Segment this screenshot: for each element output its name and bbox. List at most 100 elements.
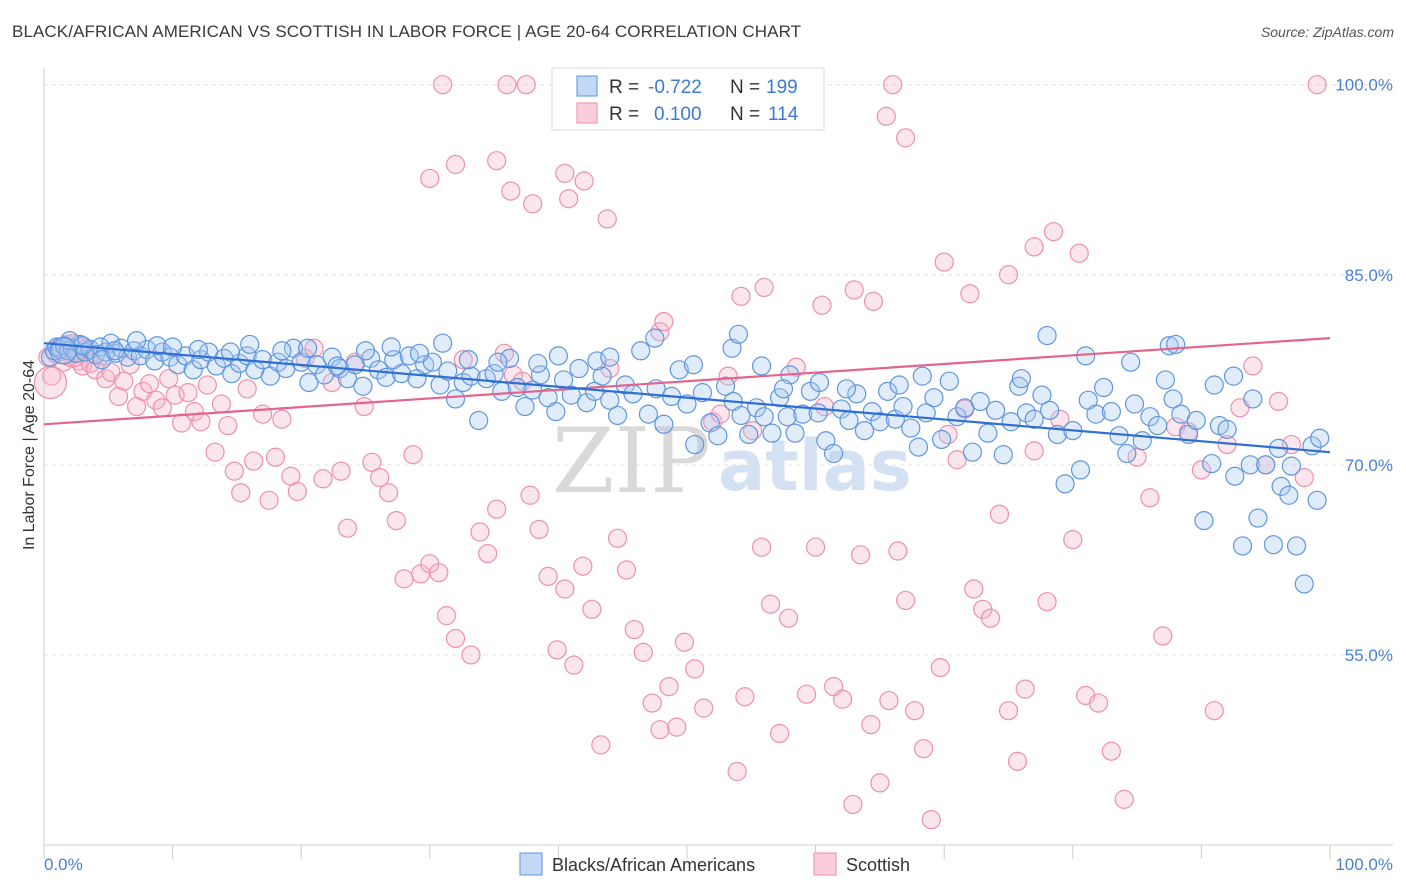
point-black bbox=[1202, 453, 1222, 474]
point-black bbox=[607, 405, 628, 426]
point-scottish bbox=[108, 386, 129, 407]
point-black bbox=[546, 402, 566, 422]
point-black bbox=[592, 366, 612, 386]
point-scottish bbox=[805, 537, 826, 557]
point-black bbox=[731, 405, 751, 426]
point-scottish bbox=[501, 181, 521, 201]
point-scottish bbox=[624, 619, 644, 640]
point-scottish bbox=[879, 690, 899, 711]
point-black bbox=[1024, 409, 1044, 429]
point-black bbox=[962, 442, 983, 462]
legend-n-label-scottish: N = bbox=[730, 104, 760, 125]
watermark-zip: ZIP bbox=[552, 409, 711, 514]
point-scottish bbox=[265, 447, 286, 467]
point-scottish bbox=[998, 701, 1019, 721]
point-scottish bbox=[272, 409, 292, 429]
y-tick-label: 100.0% bbox=[1335, 76, 1393, 95]
point-scottish bbox=[934, 252, 954, 272]
point-scottish bbox=[727, 761, 747, 782]
bottom-legend: Blacks/African Americans Scottish bbox=[519, 852, 910, 876]
point-scottish bbox=[445, 154, 466, 175]
point-scottish bbox=[304, 338, 324, 358]
point-black bbox=[708, 426, 728, 446]
trend-lines bbox=[43, 337, 1331, 454]
point-scottish bbox=[769, 723, 790, 744]
legend-n-label-black: N = bbox=[730, 77, 760, 98]
point-scottish bbox=[224, 461, 244, 481]
point-scottish bbox=[844, 280, 864, 300]
point-black bbox=[785, 423, 805, 443]
point-scottish bbox=[1101, 741, 1121, 761]
point-black bbox=[754, 407, 774, 427]
point-black bbox=[773, 379, 794, 399]
point-black bbox=[669, 360, 689, 380]
point-black bbox=[1148, 415, 1168, 436]
x-tick-min: 0.0% bbox=[44, 855, 83, 874]
point-black bbox=[1166, 334, 1186, 355]
point-black bbox=[322, 347, 342, 367]
point-black bbox=[587, 351, 607, 371]
point-scottish bbox=[218, 415, 238, 436]
legend-r-black: -0.722 bbox=[648, 77, 702, 98]
point-scottish bbox=[178, 383, 198, 403]
legend-n-black: 199 bbox=[766, 77, 798, 98]
point-black bbox=[836, 379, 857, 399]
point-scottish bbox=[1243, 356, 1263, 376]
point-scottish bbox=[574, 171, 594, 191]
point-black bbox=[438, 361, 458, 381]
y-tick-label: 55.0% bbox=[1345, 646, 1393, 665]
point-scottish bbox=[930, 657, 950, 678]
point-black bbox=[993, 445, 1013, 465]
point-scottish bbox=[470, 522, 490, 542]
point-scottish bbox=[139, 374, 160, 394]
point-black bbox=[1121, 352, 1141, 372]
point-scottish bbox=[597, 209, 617, 229]
legend-swatch-black bbox=[576, 75, 598, 97]
point-scottish bbox=[876, 106, 896, 126]
point-scottish bbox=[42, 366, 62, 386]
legend-n-scottish: 114 bbox=[768, 104, 799, 125]
point-black bbox=[762, 423, 782, 443]
point-scottish bbox=[33, 365, 68, 400]
point-scottish bbox=[259, 490, 279, 510]
point-scottish bbox=[582, 599, 602, 619]
point-black bbox=[638, 404, 659, 424]
point-black bbox=[1217, 419, 1237, 439]
point-scottish bbox=[555, 579, 575, 599]
point-black bbox=[355, 341, 376, 361]
point-scottish bbox=[453, 350, 473, 370]
point-scottish bbox=[861, 715, 881, 735]
point-black bbox=[147, 336, 167, 356]
point-black bbox=[970, 391, 990, 412]
point-black bbox=[722, 338, 742, 358]
point-scottish bbox=[938, 424, 958, 445]
point-black bbox=[808, 403, 828, 423]
point-black bbox=[889, 375, 909, 395]
point-scottish bbox=[731, 286, 751, 306]
point-black bbox=[809, 372, 830, 393]
point-black bbox=[1040, 400, 1060, 420]
point-scottish bbox=[420, 168, 440, 189]
point-scottish bbox=[888, 541, 908, 561]
point-scottish bbox=[964, 579, 984, 599]
point-scottish bbox=[231, 483, 251, 503]
point-black bbox=[600, 347, 620, 367]
point-scottish bbox=[650, 720, 670, 740]
point-black bbox=[240, 334, 260, 355]
point-black bbox=[1243, 389, 1263, 409]
point-black bbox=[912, 366, 932, 386]
point-black bbox=[893, 396, 913, 417]
point-scottish bbox=[989, 504, 1010, 524]
point-scottish bbox=[1088, 693, 1109, 713]
point-scottish bbox=[896, 128, 916, 148]
point-scottish bbox=[812, 295, 832, 315]
point-scottish bbox=[1191, 460, 1212, 480]
point-scottish bbox=[159, 369, 179, 389]
point-black bbox=[1310, 428, 1330, 448]
point-black bbox=[415, 355, 435, 375]
legend-box: R = -0.722 N = 199 R = 0.100 N = 114 bbox=[551, 67, 825, 131]
point-black bbox=[569, 358, 589, 379]
point-black bbox=[561, 385, 581, 405]
point-scottish bbox=[1294, 467, 1314, 488]
